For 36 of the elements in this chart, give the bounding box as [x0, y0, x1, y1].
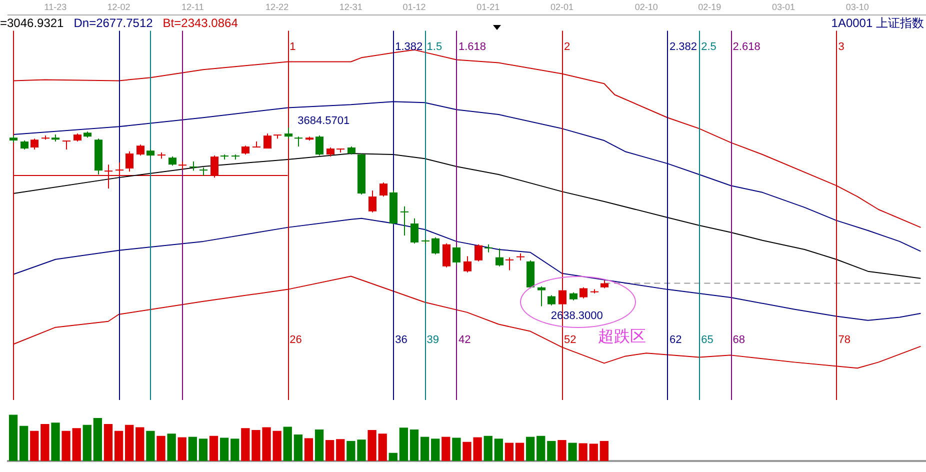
text: Bt=2343.0864	[162, 16, 238, 30]
text: 78	[838, 334, 851, 346]
x-tick-label: 12-22	[266, 2, 289, 12]
text: 39	[426, 334, 440, 346]
x-tick-label: 02-19	[698, 2, 722, 12]
text: 52	[564, 334, 576, 346]
text: 1	[290, 40, 296, 53]
text: 62	[669, 334, 682, 346]
text: Dn=2677.7512	[74, 16, 154, 30]
x-tick-label: 12-02	[107, 2, 130, 12]
text: 3	[838, 40, 844, 53]
x-tick-label: 12-11	[181, 2, 204, 12]
text: 1.618	[458, 40, 486, 53]
x-tick-label: 01-12	[402, 2, 426, 12]
text: 65	[701, 334, 714, 346]
x-tick-label: 02-10	[634, 2, 658, 12]
x-tick-label: 01-21	[476, 2, 500, 12]
text: 2	[564, 40, 570, 53]
x-tick-label: 03-01	[772, 2, 796, 12]
x-tick-label: 03-10	[846, 2, 869, 12]
text: 68	[732, 334, 746, 346]
text: 2.382	[669, 40, 698, 53]
text: 超跌区	[598, 328, 646, 346]
text: 36	[395, 334, 408, 346]
text: 3684.5701	[298, 115, 350, 128]
text: =3046.9321	[0, 16, 64, 30]
x-tick-label: 11-23	[44, 2, 67, 12]
x-tick-label: 02-01	[550, 2, 574, 12]
text: 1.382	[395, 40, 423, 53]
text: 42	[458, 334, 471, 346]
text: 26	[290, 334, 302, 346]
text: 2.618	[732, 40, 760, 53]
x-tick-label: 12-31	[339, 2, 362, 12]
chart-subtitle: 1A0001 上证指数	[831, 16, 924, 30]
text: 2.5	[701, 40, 716, 53]
text: 1.5	[426, 40, 442, 53]
